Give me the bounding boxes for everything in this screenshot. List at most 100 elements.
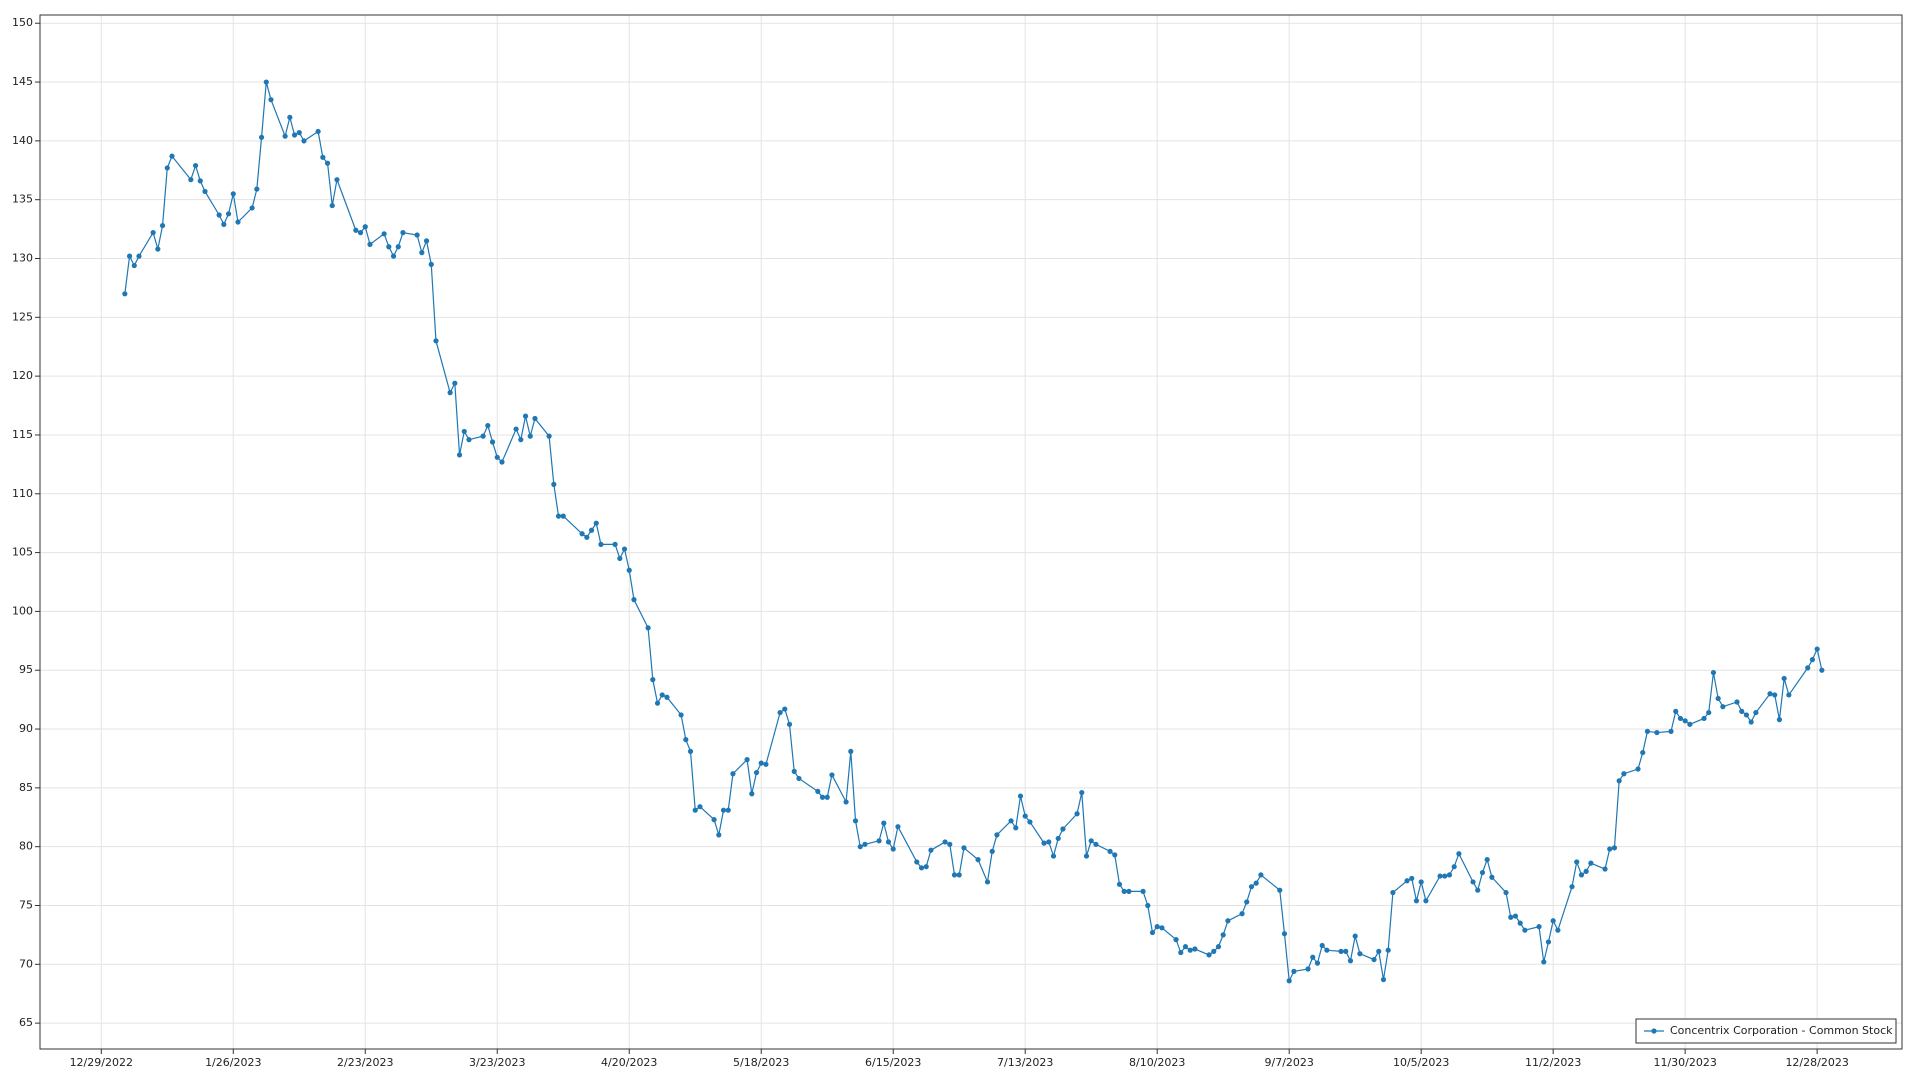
data-point: [381, 231, 387, 237]
data-point: [895, 824, 901, 830]
y-tick-label: 95: [19, 663, 33, 676]
data-point: [1442, 873, 1448, 879]
data-point: [848, 748, 854, 754]
data-point: [1173, 937, 1179, 943]
data-point: [1352, 933, 1358, 939]
data-point: [1050, 853, 1057, 859]
data-point: [1159, 925, 1165, 931]
data-point: [1484, 857, 1490, 863]
data-point: [296, 130, 302, 136]
data-point: [560, 513, 566, 519]
data-point: [216, 212, 222, 218]
data-point: [1635, 766, 1641, 772]
data-point: [1413, 898, 1420, 904]
y-tick-label: 85: [19, 781, 33, 794]
data-point: [1555, 927, 1561, 933]
data-point: [961, 845, 967, 851]
data-point: [631, 597, 637, 603]
data-point: [1786, 692, 1792, 698]
data-point: [1522, 927, 1528, 933]
y-tick-label: 70: [19, 957, 33, 970]
data-point: [984, 879, 991, 885]
data-point: [725, 807, 731, 813]
data-point: [192, 162, 199, 169]
data-point: [1644, 728, 1651, 734]
data-point: [1083, 853, 1090, 859]
data-point: [1578, 872, 1585, 878]
data-point: [1107, 848, 1113, 854]
plot-frame: [39, 14, 1903, 1050]
data-point: [357, 230, 364, 236]
data-point: [1126, 888, 1132, 894]
data-point: [513, 426, 519, 432]
data-point: [150, 230, 156, 236]
data-point: [1616, 778, 1622, 784]
data-point: [1715, 695, 1721, 702]
data-point: [1211, 948, 1217, 954]
data-point: [593, 520, 599, 526]
data-point: [914, 859, 920, 865]
y-tick-label: 145: [12, 75, 33, 88]
y-tick-label: 80: [19, 840, 33, 853]
data-point: [301, 138, 307, 144]
data-point: [862, 841, 868, 847]
y-tick-label: 100: [12, 604, 33, 617]
data-point: [692, 807, 698, 813]
data-point: [390, 253, 397, 259]
x-tick-label: 2/23/2023: [337, 1056, 393, 1069]
data-point: [796, 775, 802, 782]
data-point: [1187, 947, 1193, 953]
data-point: [235, 219, 241, 225]
data-point: [819, 794, 826, 800]
data-point: [1291, 968, 1297, 974]
data-point: [1244, 899, 1250, 905]
data-point: [1588, 860, 1594, 866]
data-point: [617, 555, 623, 562]
data-point: [1781, 675, 1787, 682]
data-point: [716, 832, 722, 838]
data-point: [1371, 956, 1377, 963]
data-point: [947, 841, 953, 847]
data-point: [1583, 868, 1589, 874]
data-point: [654, 700, 661, 706]
data-point: [881, 820, 887, 826]
data-point: [1390, 889, 1396, 896]
data-point: [122, 291, 128, 297]
data-point: [1701, 715, 1707, 722]
data-point: [1682, 718, 1688, 724]
data-point: [254, 186, 260, 192]
data-point: [1357, 951, 1363, 957]
data-point: [461, 428, 467, 435]
x-tick-label: 9/7/2023: [1264, 1056, 1313, 1069]
data-point: [494, 454, 500, 460]
x-tick-label: 10/5/2023: [1393, 1056, 1449, 1069]
data-point: [419, 250, 425, 256]
data-point: [1206, 952, 1212, 958]
data-point: [730, 771, 736, 777]
data-point: [1607, 846, 1613, 852]
data-point: [1022, 813, 1028, 819]
data-point: [188, 177, 194, 183]
data-point: [1677, 715, 1684, 722]
data-point: [584, 534, 590, 540]
data-point: [456, 452, 463, 458]
data-point: [136, 253, 142, 259]
data-point: [1046, 839, 1052, 845]
data-point: [645, 625, 651, 631]
y-tick-label: 135: [12, 193, 33, 206]
data-point: [876, 838, 882, 844]
data-point: [1819, 667, 1825, 673]
data-point: [975, 857, 981, 863]
data-point: [329, 202, 335, 209]
data-point: [126, 253, 133, 259]
data-point: [518, 437, 524, 443]
data-point: [1380, 976, 1387, 983]
data-point: [1508, 914, 1514, 920]
data-point: [1027, 819, 1033, 825]
data-point: [1611, 845, 1618, 851]
data-point: [230, 191, 236, 197]
data-point: [1281, 931, 1288, 937]
data-point: [1720, 704, 1726, 710]
data-point: [621, 546, 628, 552]
